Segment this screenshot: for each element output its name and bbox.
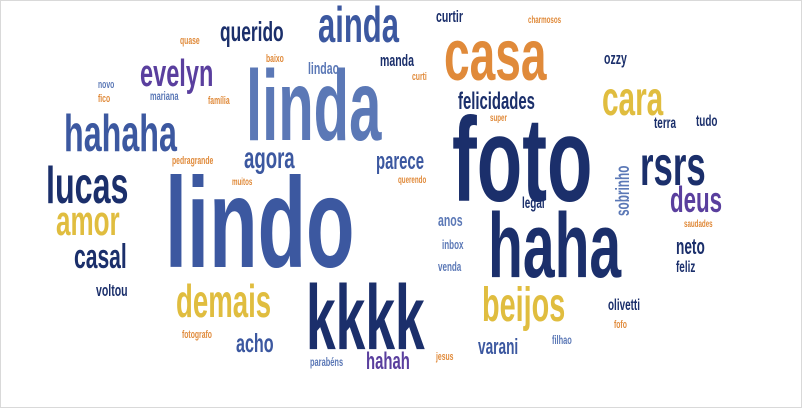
word-anos: anos — [438, 211, 463, 230]
word-neto: neto — [676, 234, 705, 259]
word-querido: querido — [220, 16, 284, 47]
word-kkkk: kkkk — [306, 267, 425, 369]
word-tudo: tudo — [696, 113, 718, 130]
word-lindo: lindo — [165, 152, 355, 295]
word-casal: casal — [74, 238, 127, 276]
word-saudades: saudades — [684, 219, 713, 230]
word-pedragrande: pedragrande — [172, 155, 214, 167]
word-super: super — [490, 113, 507, 124]
word-lindao: lindao — [308, 59, 340, 78]
word-rsrs: rsrs — [640, 134, 706, 197]
word-fico: fico — [98, 93, 111, 105]
word-linda: linda — [246, 50, 382, 162]
word-evelyn: evelyn — [140, 53, 214, 95]
word-voltou: voltou — [96, 281, 128, 300]
word-quase: quase — [180, 35, 200, 47]
word-casa: casa — [444, 16, 547, 96]
word-manda: manda — [380, 51, 414, 70]
word-charmosos: charmosos — [528, 15, 562, 26]
word-fotografo: fotografo — [182, 329, 212, 341]
word-feliz: feliz — [676, 259, 696, 276]
word-familia: família — [208, 95, 230, 107]
word-ainda: ainda — [318, 0, 399, 53]
word-parabens: parabéns — [310, 355, 344, 369]
word-venda: venda — [438, 259, 462, 274]
word-beijos: beijos — [482, 279, 566, 332]
word-agora: agora — [244, 142, 295, 175]
word-mariana: mariana — [150, 89, 179, 103]
word-curti: curti — [412, 71, 427, 83]
word-varani: varani — [478, 334, 519, 359]
word-olivetti: olivetti — [608, 297, 640, 314]
word-hahah: hahah — [366, 348, 410, 375]
word-fofo: fofo — [614, 319, 627, 331]
word-jesus: jesus — [436, 351, 454, 363]
word-querendo: querendo — [398, 175, 427, 186]
word-haha: haha — [488, 195, 622, 297]
word-demais: demais — [176, 275, 272, 327]
word-filhao: filhao — [552, 333, 572, 347]
word-legal: legal — [522, 195, 545, 212]
word-foto: foto — [452, 93, 593, 227]
word-novo: novo — [98, 79, 115, 91]
word-cara: cara — [602, 73, 664, 126]
word-felicidades: felicidades — [458, 88, 535, 115]
word-lucas: lucas — [46, 157, 129, 215]
word-acho: acho — [236, 328, 274, 358]
word-baixo: baixo — [266, 53, 284, 65]
word-deus: deus — [670, 179, 723, 220]
word-hahaha: hahaha — [64, 105, 177, 163]
word-ozzy: ozzy — [604, 49, 627, 68]
word-curtir: curtir — [436, 7, 463, 26]
word-parece: parece — [376, 148, 424, 175]
word-sobrinho: sobrinho — [613, 165, 634, 216]
word-muitos: muitos — [232, 177, 253, 188]
word-inbox: inbox — [442, 237, 464, 252]
word-terra: terra — [654, 115, 677, 132]
word-amor: amor — [56, 197, 120, 244]
